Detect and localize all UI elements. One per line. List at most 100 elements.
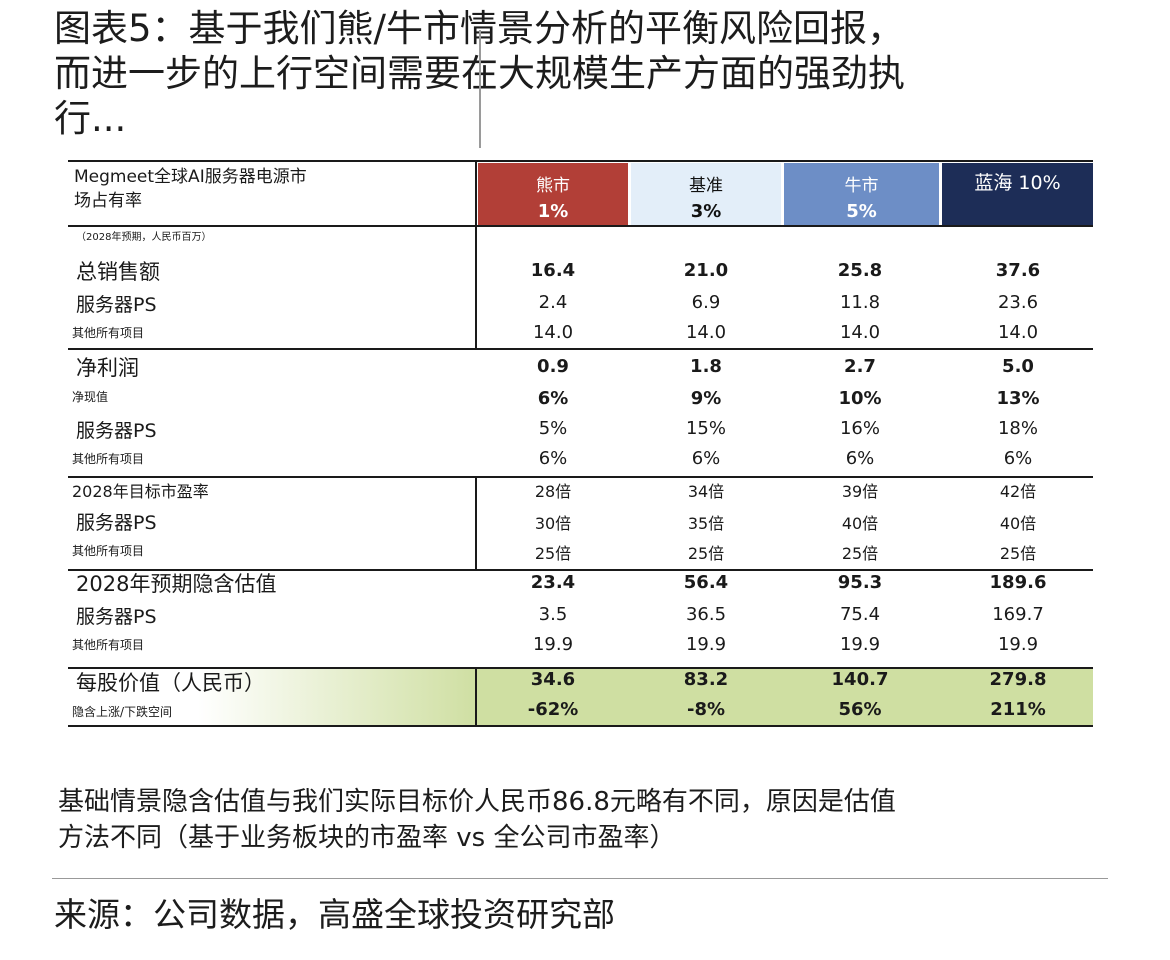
row-label: 其他所有项目 (72, 544, 145, 558)
highlight-band (478, 669, 1093, 725)
table-cell: 83.2 (683, 669, 729, 690)
section-rule (68, 569, 1093, 571)
table-cell: 19.9 (997, 634, 1039, 655)
table-cell: 11.8 (839, 292, 881, 313)
row-label: 其他所有项目 (72, 326, 145, 340)
table-cell: 140.7 (831, 669, 889, 690)
table-title-line-1: Megmeet全球AI服务器电源市 (74, 167, 307, 187)
scenario-name: 蓝海 10% (974, 172, 1061, 194)
table-cell: 10% (838, 388, 882, 409)
footnote-line-1: 基础情景隐含估值与我们实际目标价人民币86.8元略有不同，原因是估值 (58, 787, 896, 817)
scenario-name: 牛市 (844, 176, 879, 196)
table-title: Megmeet全球AI服务器电源市 场占有率 (74, 165, 404, 213)
table-cell: 42倍 (999, 482, 1037, 501)
table-cell: 23.4 (530, 572, 576, 593)
table-cell: 6% (538, 448, 568, 469)
table-cell: 25倍 (534, 544, 572, 563)
source-line: 来源：公司数据，高盛全球投资研究部 (54, 895, 615, 934)
scan-divider (479, 30, 481, 148)
table-cell: 189.6 (989, 572, 1047, 593)
scenario-table: Megmeet全球AI服务器电源市 场占有率 （2028年预期，人民币百万） 熊… (68, 160, 1093, 727)
table-cell: 13% (996, 388, 1040, 409)
scenario-name: 熊市 (536, 176, 570, 196)
page-title: 图表5：基于我们熊/牛市情景分析的平衡风险回报， 而进一步的上行空间需要在大规模… (54, 6, 1134, 141)
table-cell: 34倍 (687, 482, 725, 501)
table-bottom-rule (68, 725, 1093, 727)
row-label: 每股价值（人民币） (76, 671, 265, 695)
scenario-header-blue-ocean: 蓝海 10% (942, 163, 1093, 225)
table-cell: 30倍 (534, 514, 572, 533)
column-divider (475, 667, 477, 725)
table-cell: 6% (1003, 448, 1033, 469)
table-cell: -62% (527, 699, 579, 720)
section-rule (68, 667, 1093, 669)
row-label: 服务器PS (76, 294, 157, 316)
row-label: 服务器PS (76, 606, 157, 628)
table-cell: 6% (845, 448, 875, 469)
row-label: 服务器PS (76, 512, 157, 534)
row-label: 服务器PS (76, 420, 157, 442)
table-cell: 40倍 (999, 514, 1037, 533)
table-cell: 40倍 (841, 514, 879, 533)
table-top-rule (68, 160, 1093, 162)
table-unit-note: （2028年预期，人民币百万） (76, 232, 212, 243)
table-cell: 56.4 (683, 572, 729, 593)
table-cell: 19.9 (685, 634, 727, 655)
row-label: 其他所有项目 (72, 638, 145, 652)
table-cell: 34.6 (530, 669, 576, 690)
table-cell: 25倍 (999, 544, 1037, 563)
table-cell: 95.3 (837, 572, 883, 593)
table-cell: 39倍 (841, 482, 879, 501)
footnote-line-2: 方法不同（基于业务板块的市盈率 vs 全公司市盈率） (58, 823, 676, 853)
row-label: 净利润 (76, 356, 139, 380)
table-cell: 2.4 (538, 292, 568, 313)
table-cell: 36.5 (685, 604, 727, 625)
table-cell: 211% (990, 699, 1046, 720)
table-cell: 9% (690, 388, 722, 409)
table-cell: 75.4 (839, 604, 881, 625)
scenario-name: 基准 (689, 176, 723, 196)
scenario-header-bear: 熊市 1% (478, 163, 628, 225)
table-cell: 6% (691, 448, 721, 469)
row-label: 总销售额 (76, 260, 160, 284)
section-rule (68, 348, 1093, 350)
table-cell: 19.9 (839, 634, 881, 655)
row-label: 隐含上涨/下跌空间 (72, 705, 173, 719)
section-rule (68, 476, 1093, 478)
table-cell: 1.8 (690, 356, 722, 377)
table-cell: 16.4 (530, 260, 576, 281)
table-cell: 14.0 (685, 322, 727, 343)
table-cell: 6.9 (691, 292, 721, 313)
table-cell: 14.0 (532, 322, 574, 343)
row-label: 2028年目标市盈率 (72, 482, 209, 501)
table-cell: 169.7 (992, 604, 1044, 625)
table-cell: 5.0 (1002, 356, 1034, 377)
table-cell: 5% (538, 418, 568, 439)
highlight-fade (198, 669, 478, 725)
scenario-share: 3% (690, 201, 722, 222)
table-cell: 14.0 (997, 322, 1039, 343)
table-cell: 6% (537, 388, 569, 409)
scenario-share: 1% (537, 201, 569, 222)
table-cell: 56% (838, 699, 882, 720)
table-cell: 16% (839, 418, 880, 439)
table-title-line-2: 场占有率 (74, 191, 142, 211)
row-label: 净现值 (72, 390, 109, 404)
footnote: 基础情景隐含估值与我们实际目标价人民币86.8元略有不同，原因是估值 方法不同（… (58, 784, 896, 856)
table-cell: -8% (686, 699, 726, 720)
scenario-header-bull: 牛市 5% (784, 163, 939, 225)
table-cell: 25倍 (841, 544, 879, 563)
table-cell: 21.0 (683, 260, 729, 281)
table-cell: 37.6 (995, 260, 1041, 281)
table-cell: 2.7 (844, 356, 876, 377)
table-cell: 18% (997, 418, 1038, 439)
table-cell: 279.8 (989, 669, 1047, 690)
table-cell: 23.6 (997, 292, 1039, 313)
table-cell: 19.9 (532, 634, 574, 655)
table-cell: 14.0 (839, 322, 881, 343)
table-cell: 25.8 (837, 260, 883, 281)
row-label: 其他所有项目 (72, 452, 145, 466)
table-cell: 0.9 (537, 356, 569, 377)
table-cell: 25倍 (687, 544, 725, 563)
header-rule (68, 225, 1093, 227)
